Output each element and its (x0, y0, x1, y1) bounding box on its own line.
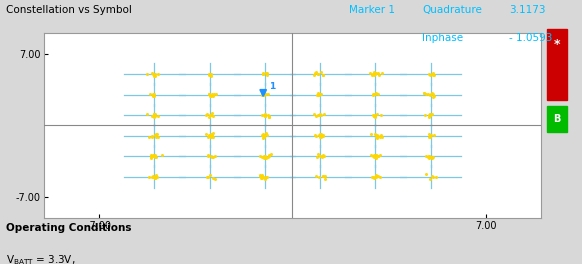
Text: Inphase: Inphase (422, 33, 463, 43)
Text: Marker 1: Marker 1 (349, 5, 395, 15)
Text: $\mathregular{V_{BATT}}$ = 3.3V,: $\mathregular{V_{BATT}}$ = 3.3V, (6, 253, 75, 264)
Text: - 1.0593: - 1.0593 (509, 33, 553, 43)
Text: Constellation vs Symbol: Constellation vs Symbol (6, 5, 132, 15)
Text: 1: 1 (269, 82, 275, 91)
Text: Quadrature: Quadrature (422, 5, 482, 15)
Text: *: * (554, 37, 560, 51)
Text: 3.1173: 3.1173 (509, 5, 546, 15)
Text: Operating Conditions: Operating Conditions (6, 223, 132, 233)
Text: B: B (553, 114, 561, 124)
